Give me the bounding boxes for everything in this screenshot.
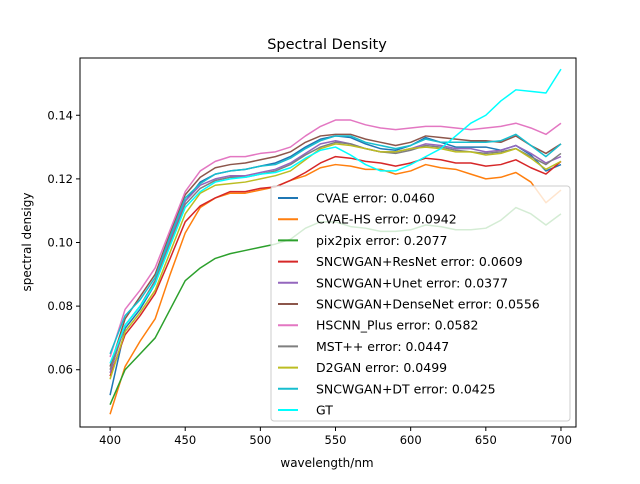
legend-label: SNCWGAN+DenseNet error: 0.0556 — [316, 297, 540, 312]
x-tick-label: 450 — [174, 433, 196, 447]
legend-label: SNCWGAN+ResNet error: 0.0609 — [316, 254, 523, 269]
y-tick-label: 0.14 — [47, 108, 73, 122]
y-tick-label: 0.12 — [47, 172, 73, 186]
x-tick-label: 700 — [550, 433, 572, 447]
axis-ticks: 400 450 500 550 600 650 700 0.06 0.08 0.10 0.12 0.1… — [47, 108, 572, 447]
plot-frame — [79, 57, 577, 428]
x-axis-label: wavelength/nm — [280, 456, 373, 470]
x-tick-label: 650 — [475, 433, 497, 447]
series-line-9 — [109, 143, 562, 380]
x-tick-label: 500 — [249, 433, 271, 447]
legend-label: MST++ error: 0.0447 — [316, 339, 449, 354]
x-tick-label: 550 — [325, 433, 347, 447]
x-tick-label: 400 — [99, 433, 121, 447]
legend-label: SNCWGAN+DT error: 0.0425 — [316, 381, 496, 396]
legend-label: CVAE-HS error: 0.0942 — [316, 212, 457, 227]
y-axis-label: spectral densigy — [20, 193, 34, 292]
series-line-8 — [109, 141, 562, 370]
legend-label: SNCWGAN+Unet error: 0.0377 — [316, 275, 508, 290]
legend-label: D2GAN error: 0.0499 — [316, 360, 447, 375]
legend: CVAE error: 0.0460 CVAE-HS error: 0.0942 p… — [270, 185, 571, 422]
legend-label: GT — [316, 403, 333, 418]
series-line-11 — [109, 68, 562, 364]
y-tick-label: 0.06 — [47, 363, 73, 377]
series-line-2 — [109, 163, 562, 415]
series-line-10 — [109, 133, 562, 355]
chart-title: Spectral Density — [267, 37, 387, 53]
series-line-5 — [109, 139, 562, 374]
series-line-4 — [109, 155, 562, 377]
y-tick-label: 0.10 — [47, 236, 73, 250]
legend-box — [270, 185, 571, 422]
legend-label: CVAE error: 0.0460 — [316, 191, 435, 206]
series-line-7 — [109, 119, 562, 358]
legend-label: HSCNN_Plus error: 0.0582 — [316, 318, 478, 333]
x-tick-label: 600 — [400, 433, 422, 447]
series-line-6 — [109, 133, 562, 367]
y-tick-label: 0.08 — [47, 299, 73, 313]
legend-label: pix2pix error: 0.2077 — [316, 233, 448, 248]
